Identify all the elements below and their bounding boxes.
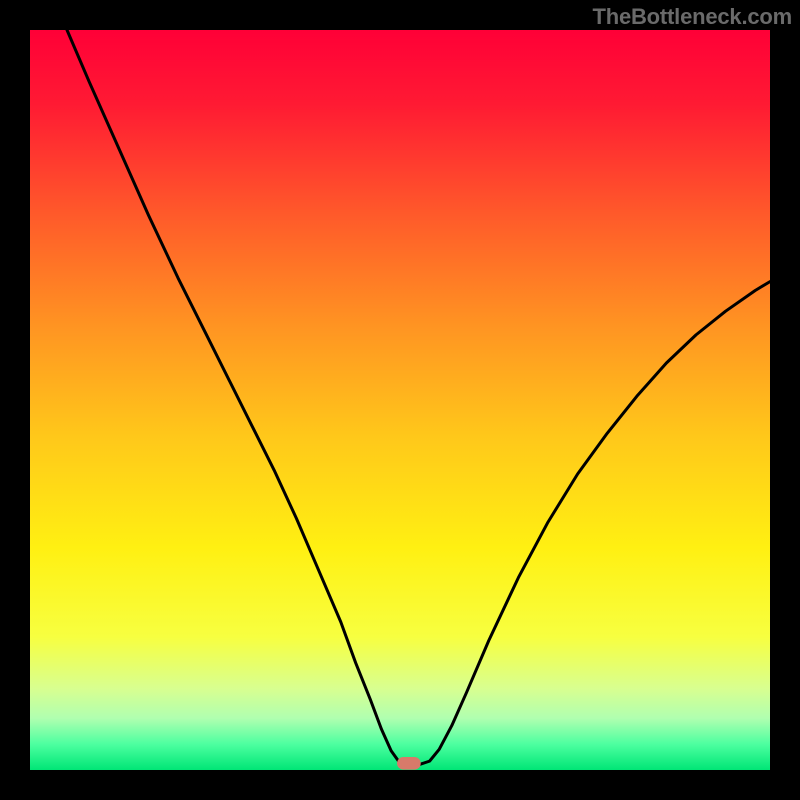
chart-container: TheBottleneck.com [0,0,800,800]
bottleneck-curve-chart [0,0,800,800]
source-watermark: TheBottleneck.com [592,4,792,30]
plot-background [30,30,770,770]
optimal-point-marker [397,757,421,770]
